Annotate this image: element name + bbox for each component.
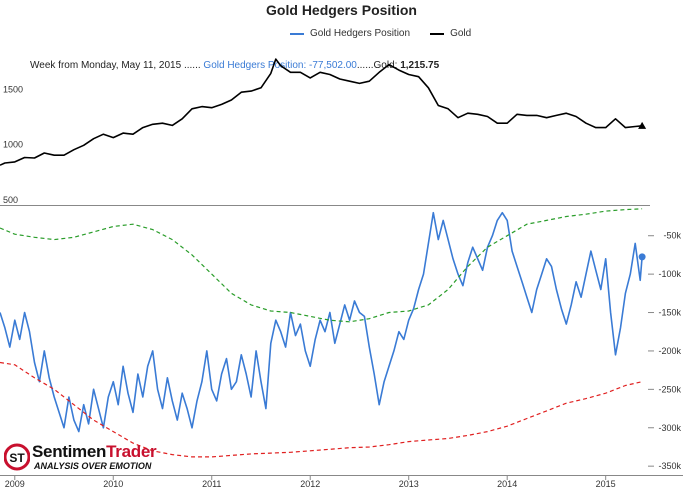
upper-band-line (0, 208, 643, 323)
sentimentrader-logo: ST SentimenTrader ANALYSIS OVER EMOTION (4, 442, 164, 476)
logo-mark-icon: ST (4, 443, 30, 471)
logo-name: SentimenTrader (32, 442, 157, 462)
tooltip-date: Week from Monday, May 11, 2015 ...... (30, 60, 201, 71)
lower-band-line (0, 361, 643, 458)
y-tick-label-lower: -200k (658, 346, 681, 356)
x-tick-label: 2011 (202, 479, 221, 489)
logo-tagline: ANALYSIS OVER EMOTION (34, 461, 152, 471)
gold-current-marker (638, 121, 647, 129)
y-tick-label-lower: -300k (658, 423, 681, 433)
legend-item-gold[interactable]: Gold (450, 28, 472, 39)
logo-mark-text: ST (9, 451, 25, 465)
x-tick-label: 2009 (5, 479, 25, 489)
tooltip-separator: ...... (356, 60, 374, 71)
y-tick-label-upper: 1500 (3, 84, 23, 94)
chart-title: Gold Hedgers Position (266, 2, 417, 18)
chart-legend: Gold Hedgers Position Gold (290, 28, 471, 39)
x-tick-label: 2013 (399, 479, 419, 489)
tooltip-gold-value: 1,215.75 (400, 60, 440, 71)
x-tick-label: 2014 (497, 479, 517, 489)
gold-price-line (0, 58, 643, 166)
legend-swatch-hedgers (290, 32, 304, 35)
x-tick-label: 2010 (103, 479, 123, 489)
x-tick-label: 2012 (300, 479, 320, 489)
tooltip-gold-label: Gold: (373, 60, 401, 71)
y-tick-label-lower: -50k (663, 231, 681, 241)
hedgers-position-line (0, 211, 643, 433)
y-tick-label-lower: -350k (658, 461, 681, 471)
hedgers-current-marker (638, 253, 646, 261)
y-tick-label-lower: -250k (658, 384, 681, 394)
logo-name-black: Sentimen (32, 442, 107, 461)
legend-swatch-gold (430, 32, 445, 35)
y-tick-label-upper: 500 (3, 195, 18, 205)
x-tick-label: 2015 (596, 479, 616, 489)
legend-item-hedgers[interactable]: Gold Hedgers Position (310, 28, 411, 39)
y-tick-label-lower: -100k (658, 269, 681, 279)
logo-name-red: Trader (106, 442, 157, 461)
y-tick-label-lower: -150k (658, 308, 681, 318)
y-tick-label-upper: 1000 (3, 140, 23, 150)
